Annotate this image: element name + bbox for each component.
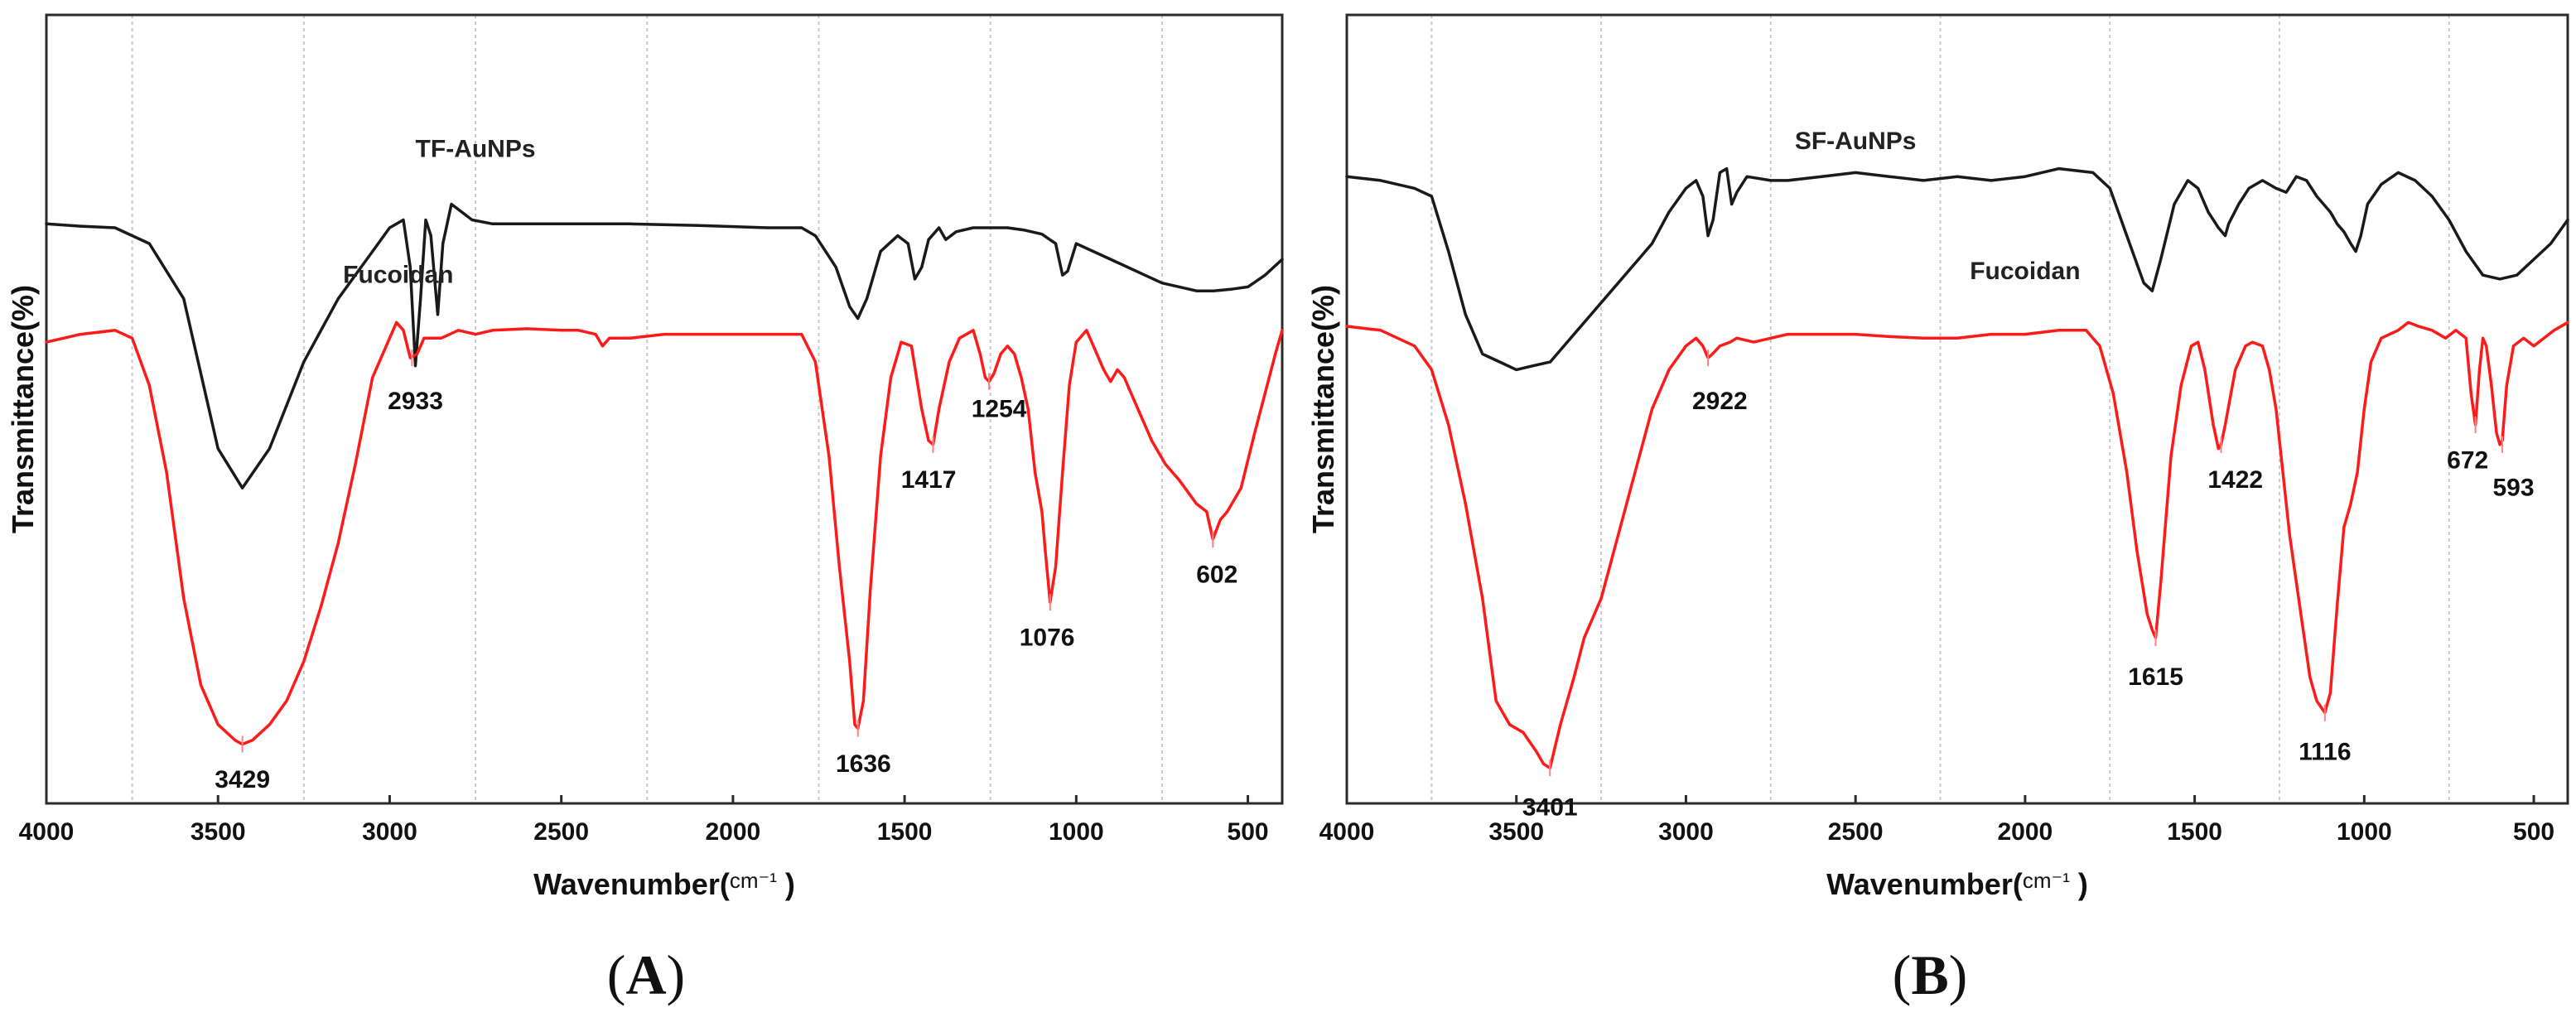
- peak-label: 2922: [1692, 388, 1748, 415]
- x-tick-label: 2500: [1828, 818, 1884, 846]
- peak-label: 672: [2447, 446, 2488, 474]
- x-axis-label-text: Wavenumber(: [1826, 867, 2023, 901]
- series-label: Fucoidan: [343, 262, 453, 289]
- x-tick-label: 1000: [1049, 818, 1104, 846]
- panel-label-letter: A: [625, 943, 666, 1006]
- x-tick-label: 2000: [706, 818, 761, 846]
- x-tick-label: 4000: [19, 818, 75, 846]
- peak-label: 1422: [2207, 466, 2263, 494]
- x-tick-label: 3000: [1658, 818, 1714, 846]
- x-tick-label: 1000: [2337, 818, 2392, 846]
- x-axis-label-text: Wavenumber(: [533, 867, 730, 901]
- x-tick-label: 3000: [362, 818, 417, 846]
- panel-label-open: (: [1893, 943, 1912, 1006]
- panel-label-open: (: [607, 943, 626, 1006]
- x-axis-unit: cm⁻¹: [730, 868, 777, 893]
- x-axis-label-close: ): [2070, 867, 2088, 901]
- panel-a-chart: 4000 3500 3000 2500 2000 1500 1000 500 Wavenumbe…: [6, 13, 1284, 1006]
- peak-label: 3401: [1522, 793, 1578, 821]
- series-line-sf-aunps: [1345, 166, 2569, 372]
- x-tick-label: 1500: [2167, 818, 2222, 846]
- peak-label: 602: [1196, 561, 1237, 588]
- panel-label: (B): [1893, 943, 1968, 1006]
- x-axis-label-close: ): [777, 867, 795, 901]
- plot-frame: [1345, 13, 2569, 805]
- plot-frame: [45, 13, 1284, 805]
- peak-label: 1076: [1020, 624, 1075, 652]
- x-axis-label: Wavenumber(cm⁻¹ ): [1826, 867, 2088, 901]
- peak-label: 1254: [972, 396, 1027, 423]
- peak-label: 2933: [388, 388, 443, 415]
- x-tick-label: 2000: [1998, 818, 2053, 846]
- x-tick-label: 2500: [533, 818, 589, 846]
- series-label: Fucoidan: [1970, 258, 2080, 285]
- series-label: TF-AuNPs: [416, 135, 536, 162]
- panel-label-close: ): [1949, 943, 1968, 1006]
- series-line-tf-aunps: [45, 202, 1284, 489]
- y-axis-label: Transmittance(%): [1306, 285, 1340, 533]
- peak-label: 1116: [2299, 739, 2351, 766]
- x-tick-label: 4000: [1319, 818, 1375, 846]
- peak-label: 3429: [215, 766, 270, 793]
- panel-label: (A): [607, 943, 685, 1006]
- series-line-fucoidan: [45, 321, 1284, 746]
- x-tick-label: 3500: [1488, 818, 1544, 846]
- x-tick-label: 1500: [877, 818, 933, 846]
- x-axis-label: Wavenumber(cm⁻¹ ): [533, 867, 795, 901]
- peak-label: 1417: [901, 466, 957, 494]
- x-tick-label: 500: [2513, 818, 2554, 846]
- peak-label: 1636: [836, 750, 891, 778]
- panel-b-chart: 4000 3500 3000 2500 2000 1500 1000 500 Wavenumbe…: [1306, 13, 2569, 1006]
- series-label: SF-AuNPs: [1795, 128, 1917, 155]
- peak-label: 593: [2492, 475, 2534, 502]
- x-tick-label: 3500: [191, 818, 246, 846]
- series-line-fucoidan: [1345, 321, 2569, 769]
- x-axis-unit: cm⁻¹: [2023, 868, 2070, 893]
- peak-label: 1615: [2128, 663, 2183, 691]
- y-axis-label: Transmittance(%): [6, 285, 40, 533]
- panel-label-close: ): [667, 943, 686, 1006]
- x-tick-label: 500: [1228, 818, 1269, 846]
- panel-label-letter: B: [1911, 943, 1948, 1006]
